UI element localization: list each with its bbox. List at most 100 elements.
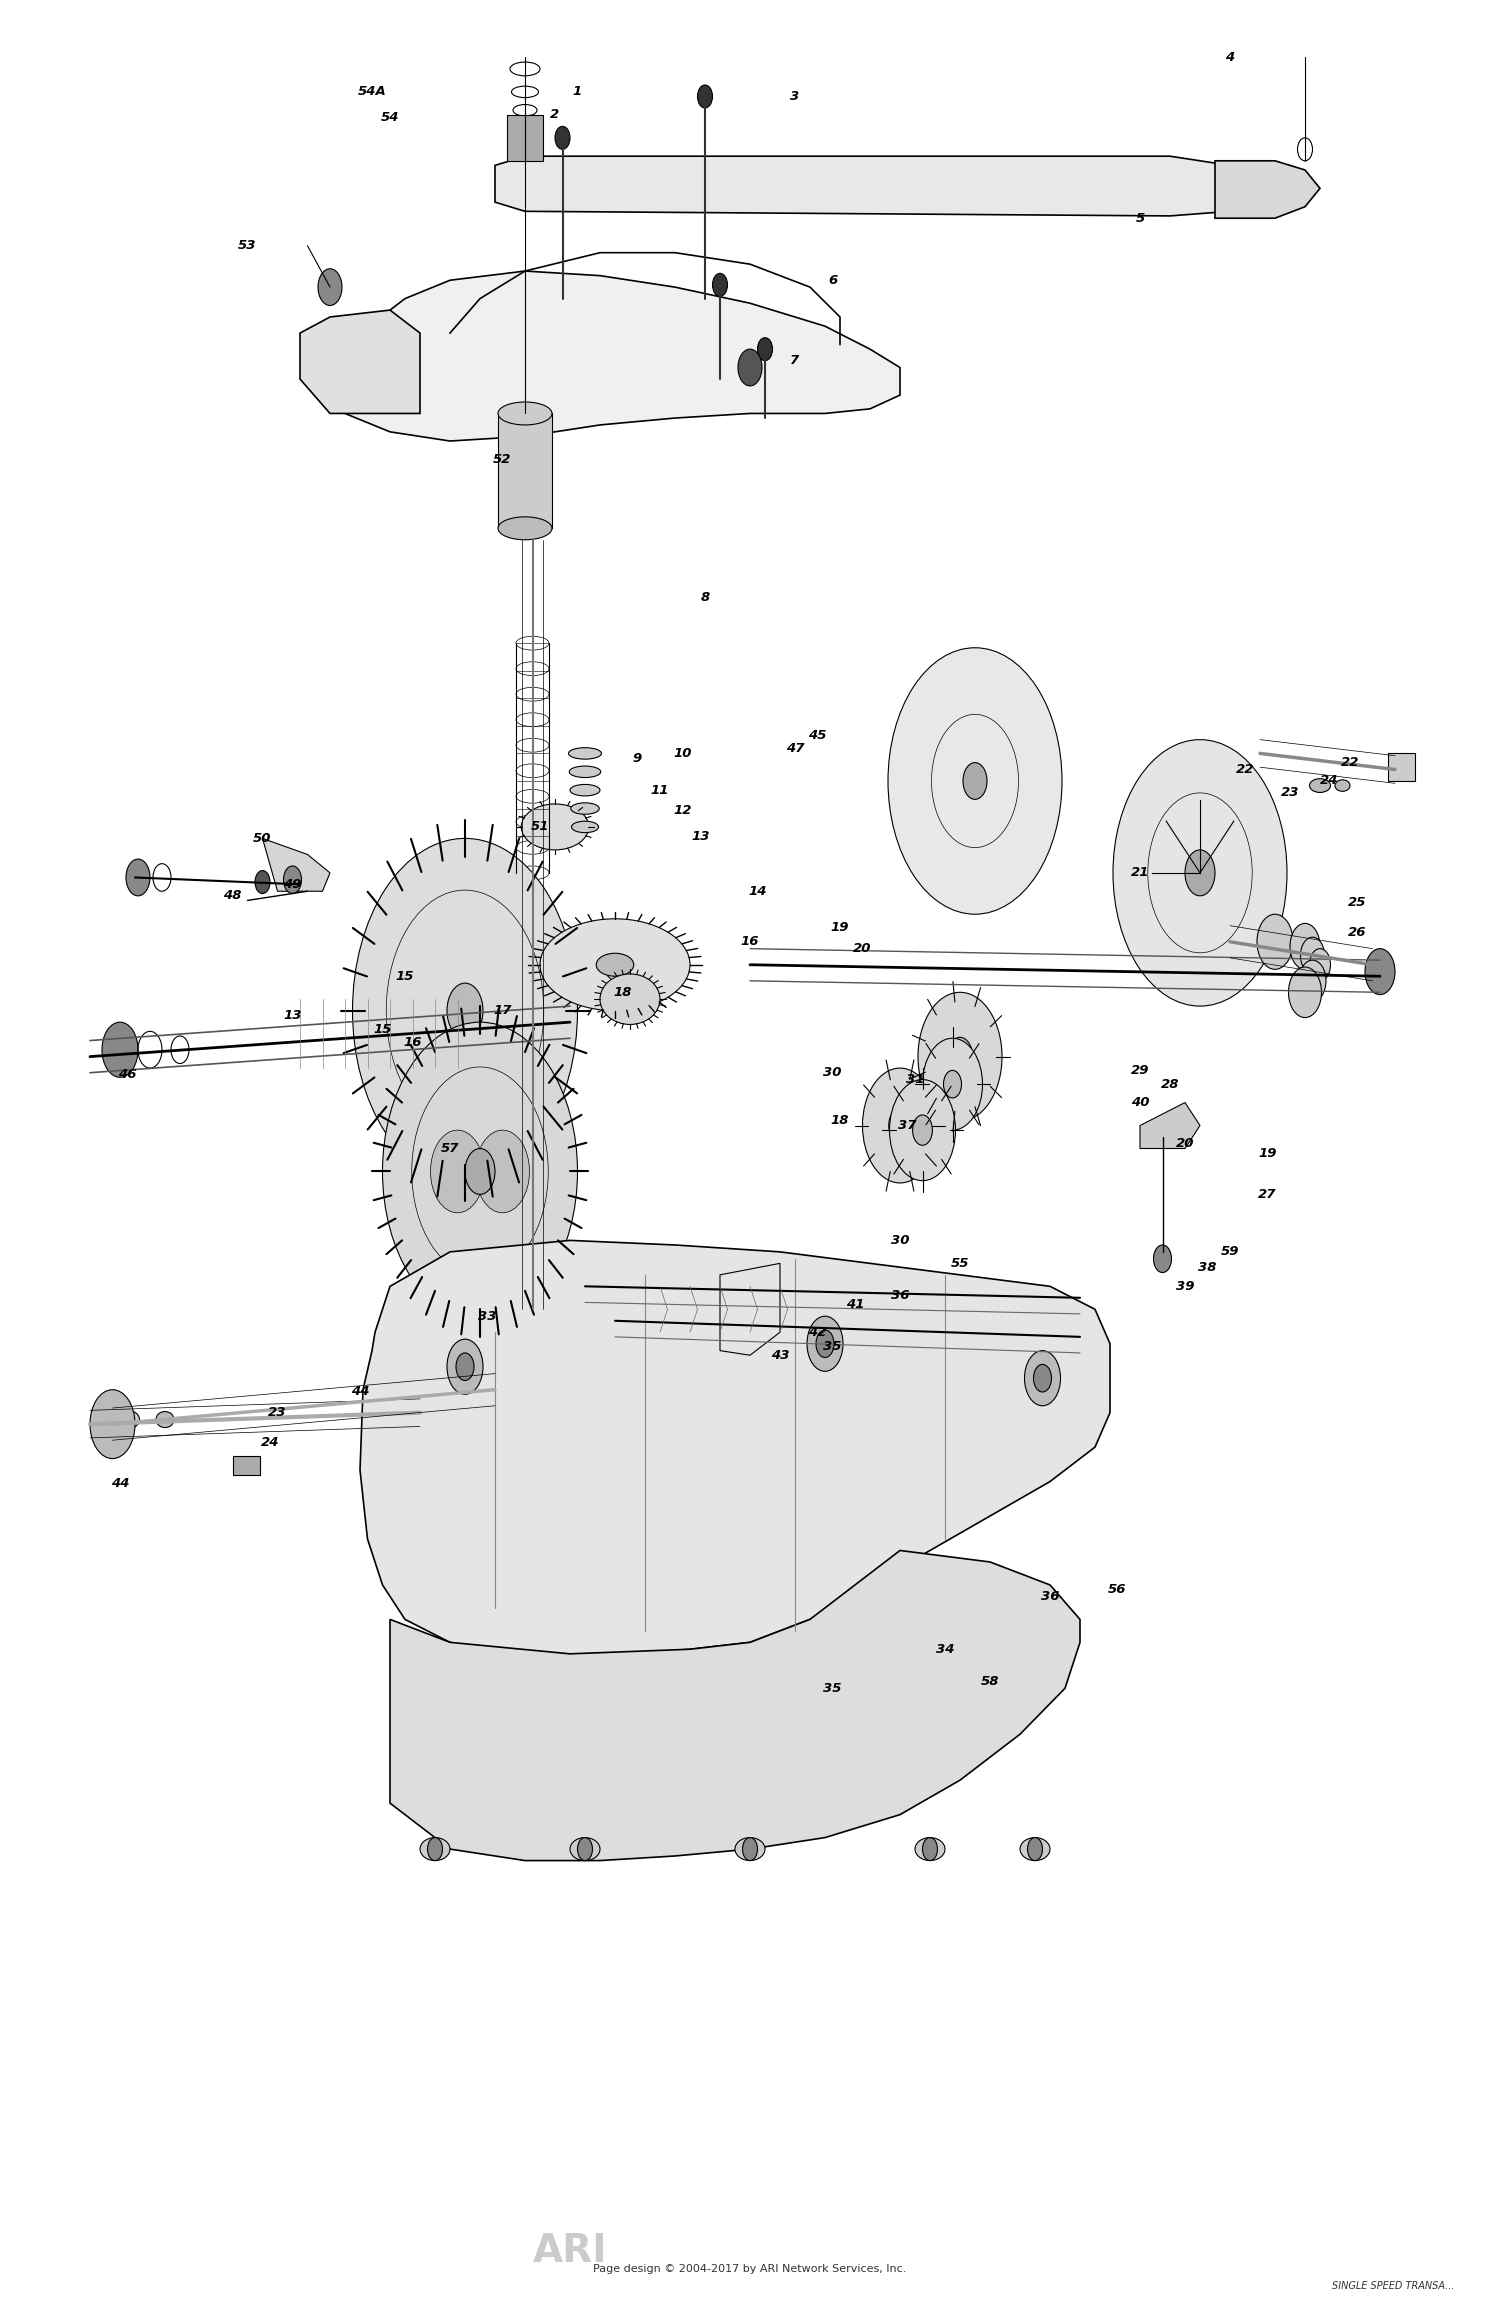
Polygon shape [1140, 1103, 1200, 1148]
Ellipse shape [1020, 1838, 1050, 1861]
Text: 1: 1 [573, 85, 582, 99]
Ellipse shape [498, 402, 552, 425]
Circle shape [1034, 1364, 1052, 1392]
Circle shape [918, 992, 1002, 1121]
Text: 6: 6 [828, 273, 837, 287]
Text: 47: 47 [786, 742, 804, 756]
Circle shape [912, 1114, 933, 1146]
Circle shape [90, 1390, 135, 1459]
Ellipse shape [540, 919, 690, 1011]
Ellipse shape [570, 783, 600, 797]
Text: 17: 17 [494, 1004, 512, 1018]
Bar [1388, 753, 1414, 781]
Ellipse shape [572, 820, 598, 834]
Circle shape [1365, 949, 1395, 995]
Text: 54: 54 [381, 110, 399, 124]
Text: 10: 10 [674, 747, 692, 760]
Circle shape [465, 1148, 495, 1194]
Circle shape [555, 126, 570, 149]
Text: 53: 53 [238, 239, 256, 253]
Text: 21: 21 [1131, 866, 1149, 880]
Text: 46: 46 [118, 1068, 136, 1082]
Circle shape [758, 338, 772, 361]
Circle shape [1288, 967, 1322, 1018]
Text: 44: 44 [351, 1385, 369, 1399]
Ellipse shape [570, 1838, 600, 1861]
Text: 33: 33 [478, 1309, 496, 1323]
Bar [507, 115, 543, 161]
Text: 36: 36 [891, 1289, 909, 1302]
Circle shape [888, 648, 1062, 914]
Text: 22: 22 [1236, 763, 1254, 776]
Circle shape [1290, 923, 1320, 969]
Circle shape [102, 1022, 138, 1077]
Circle shape [944, 1070, 962, 1098]
Circle shape [922, 1038, 982, 1130]
Text: 23: 23 [1281, 786, 1299, 799]
Text: 58: 58 [981, 1675, 999, 1688]
Text: 11: 11 [651, 783, 669, 797]
Circle shape [578, 1838, 592, 1861]
Polygon shape [495, 156, 1260, 216]
Text: 39: 39 [1176, 1279, 1194, 1293]
Circle shape [742, 1838, 758, 1861]
Text: 19: 19 [831, 921, 849, 935]
Ellipse shape [570, 802, 598, 815]
Text: 45: 45 [808, 728, 826, 742]
Text: 44: 44 [111, 1477, 129, 1491]
Circle shape [890, 1080, 956, 1181]
Ellipse shape [116, 1410, 140, 1429]
Text: 15: 15 [396, 969, 414, 983]
Text: 13: 13 [692, 829, 709, 843]
Text: 37: 37 [898, 1119, 916, 1132]
Text: 42: 42 [808, 1325, 826, 1339]
Text: 57: 57 [441, 1142, 459, 1155]
Text: 20: 20 [1176, 1137, 1194, 1151]
Polygon shape [262, 838, 330, 891]
Text: 36: 36 [1041, 1590, 1059, 1603]
Text: 20: 20 [853, 942, 871, 956]
Polygon shape [300, 310, 420, 413]
Text: 14: 14 [748, 884, 766, 898]
Text: 28: 28 [1161, 1077, 1179, 1091]
Bar [232, 1456, 260, 1475]
Text: 34: 34 [936, 1642, 954, 1656]
Circle shape [1113, 740, 1287, 1006]
Text: 59: 59 [1221, 1245, 1239, 1259]
Ellipse shape [1335, 779, 1350, 790]
Circle shape [1185, 850, 1215, 896]
Ellipse shape [735, 1838, 765, 1861]
Ellipse shape [1310, 779, 1330, 792]
Text: 23: 23 [268, 1406, 286, 1420]
Circle shape [816, 1330, 834, 1358]
Text: 12: 12 [674, 804, 692, 818]
Text: 16: 16 [741, 935, 759, 949]
Text: 38: 38 [1198, 1261, 1216, 1275]
Text: 35: 35 [824, 1339, 842, 1353]
Circle shape [698, 85, 712, 108]
Circle shape [427, 1838, 442, 1861]
Circle shape [1028, 1838, 1042, 1861]
Text: SINGLE SPEED TRANSA...: SINGLE SPEED TRANSA... [1332, 2281, 1455, 2290]
Text: 55: 55 [951, 1256, 969, 1270]
Circle shape [1257, 914, 1293, 969]
Text: 50: 50 [254, 832, 272, 845]
Circle shape [1300, 937, 1324, 974]
Text: 31: 31 [906, 1073, 924, 1086]
Circle shape [456, 1353, 474, 1380]
Text: 5: 5 [1136, 211, 1144, 225]
Bar [498, 413, 552, 528]
Text: 48: 48 [224, 889, 242, 903]
Text: 7: 7 [790, 354, 800, 368]
Text: 41: 41 [846, 1298, 864, 1312]
Circle shape [922, 1838, 938, 1861]
Circle shape [712, 273, 728, 296]
Circle shape [447, 1339, 483, 1394]
Text: 16: 16 [404, 1036, 422, 1050]
Ellipse shape [568, 749, 602, 758]
Text: 51: 51 [531, 820, 549, 834]
Text: 9: 9 [633, 751, 642, 765]
Polygon shape [1215, 161, 1320, 218]
Text: 22: 22 [1341, 756, 1359, 769]
Text: 52: 52 [494, 453, 512, 466]
